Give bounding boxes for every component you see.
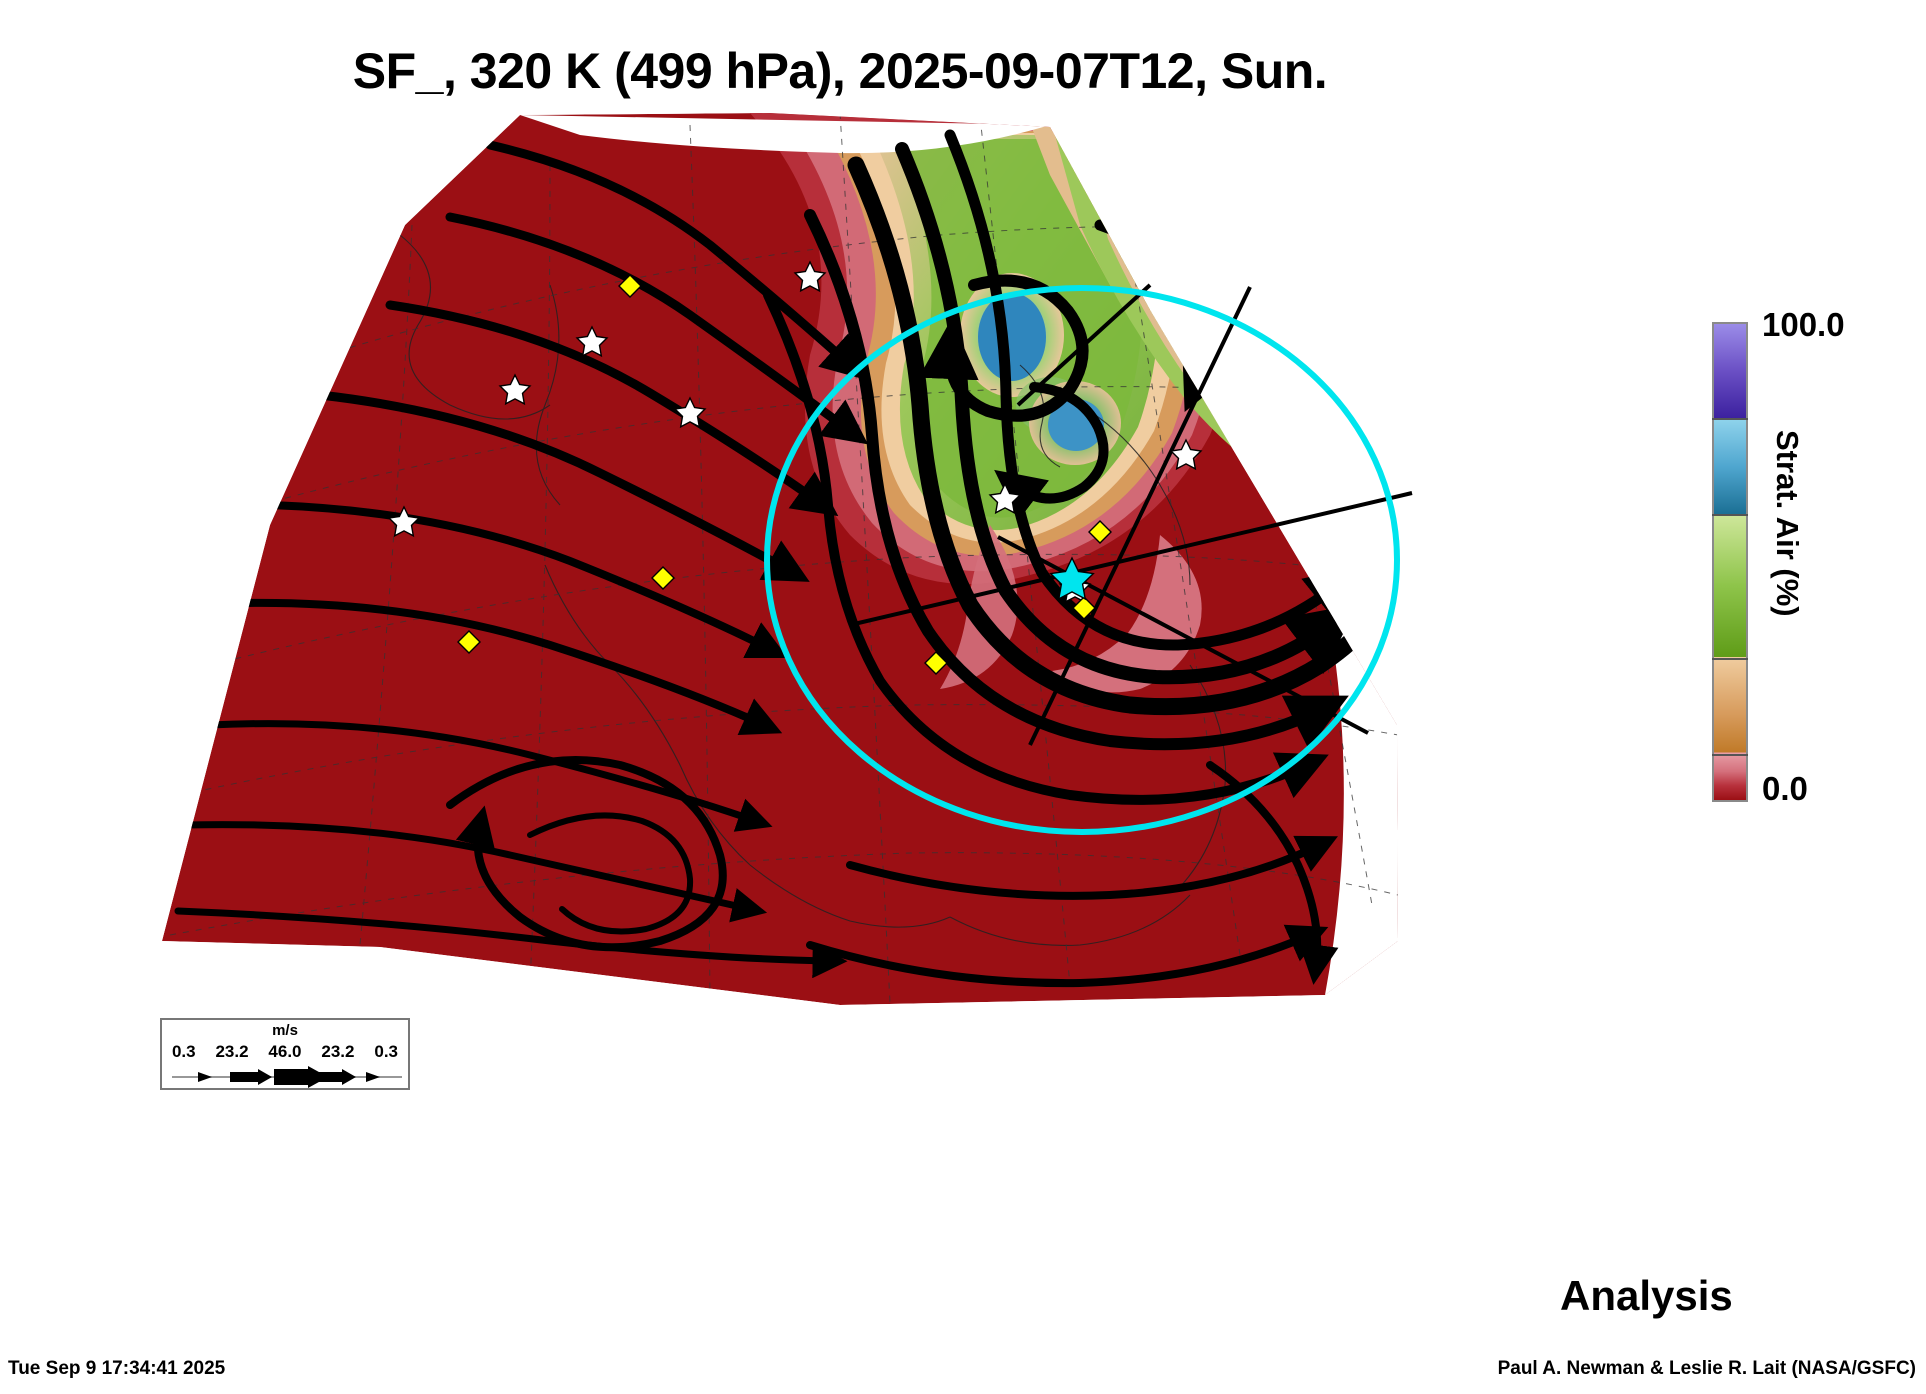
yellow-diamond-marker[interactable] bbox=[651, 566, 675, 590]
wind-scale-value: 0.3 bbox=[171, 1042, 196, 1061]
colorbar-max-label: 100.0 bbox=[1762, 306, 1845, 343]
white-star-marker[interactable] bbox=[793, 260, 827, 293]
render-timestamp: Tue Sep 9 17:34:41 2025 bbox=[8, 1358, 226, 1379]
colorbar-tick bbox=[1712, 754, 1748, 756]
white-star-marker[interactable] bbox=[387, 505, 421, 538]
flight-track-layer bbox=[849, 283, 1413, 746]
analysis-label: Analysis bbox=[1560, 1272, 1733, 1319]
colorbar: 100.0 0.0 Strat. Air (%) bbox=[1700, 300, 1926, 820]
wind-scale-value: 46.0 bbox=[268, 1042, 302, 1061]
coastline-greenland-sw bbox=[1279, 224, 1331, 476]
field-base-red bbox=[162, 113, 1398, 1005]
coastline-hudson bbox=[1179, 224, 1241, 306]
wind-scale-value: 23.2 bbox=[215, 1042, 249, 1061]
parallel-4 bbox=[324, 225, 1311, 356]
coastline-gulf-east bbox=[949, 894, 1191, 946]
streamline bbox=[445, 212, 869, 445]
parallel-2 bbox=[209, 553, 1381, 666]
coastline-great-lakes bbox=[1079, 404, 1191, 586]
yellow-diamond-marker[interactable] bbox=[1088, 520, 1112, 544]
white-star-marker[interactable] bbox=[673, 396, 707, 429]
streamline bbox=[242, 598, 783, 735]
field-fill-layer bbox=[162, 113, 1398, 1005]
streamline-cutoff-low-2 bbox=[994, 382, 1109, 521]
colorbar-tick bbox=[1712, 514, 1748, 516]
meridian-2 bbox=[529, 164, 551, 986]
streamline-jet-outer2 bbox=[763, 290, 1329, 805]
flight-track bbox=[1028, 286, 1252, 746]
streamline-layer bbox=[174, 129, 1398, 988]
wind-scale-values: 0.3 23.2 46.0 23.2 0.3 bbox=[162, 1042, 408, 1062]
waypoint-marker-layer[interactable] bbox=[457, 274, 1112, 675]
flight-track bbox=[997, 535, 1369, 735]
yellow-diamond-marker[interactable] bbox=[1072, 596, 1096, 620]
wind-scale-value: 0.3 bbox=[374, 1042, 398, 1061]
wind-arrow-mid-left bbox=[230, 1069, 272, 1085]
streamline-gulf-2 bbox=[846, 835, 1338, 900]
streamline bbox=[182, 821, 768, 923]
white-star-marker[interactable] bbox=[575, 325, 609, 358]
map-canvas[interactable] bbox=[150, 105, 1550, 1265]
yellow-diamond-marker[interactable] bbox=[924, 651, 948, 675]
nodata-wedge-top bbox=[520, 115, 1050, 154]
field-band-se-pink bbox=[1052, 535, 1202, 693]
wind-arrow-mid-right bbox=[314, 1069, 356, 1085]
white-star-marker[interactable] bbox=[498, 373, 532, 406]
streamline-jet-inner2 bbox=[944, 129, 1362, 651]
parallel-5 bbox=[169, 852, 1398, 936]
streamline bbox=[174, 907, 848, 979]
range-circle bbox=[764, 285, 1400, 835]
wind-arrow-small-right bbox=[366, 1072, 380, 1082]
coastline-pacific bbox=[544, 564, 751, 866]
wind-scale-legend: m/s 0.3 23.2 46.0 23.2 0.3 bbox=[160, 1018, 410, 1090]
map-panel[interactable] bbox=[150, 105, 1550, 1265]
lake-superior bbox=[1019, 364, 1061, 468]
wind-scale-arrows bbox=[172, 1066, 402, 1088]
streamline-atlantic bbox=[1206, 761, 1339, 985]
colorbar-tick bbox=[1712, 658, 1748, 660]
flight-track bbox=[1016, 283, 1152, 407]
page-title: SF_, 320 K (499 hPa), 2025-09-07T12, Sun… bbox=[352, 43, 1328, 99]
streamline-jet-outer bbox=[804, 209, 1349, 751]
wind-arrow-small-left bbox=[198, 1072, 212, 1082]
colorbar-tick bbox=[1712, 418, 1748, 420]
white-star-marker[interactable] bbox=[988, 482, 1022, 515]
white-star-marker[interactable] bbox=[1169, 438, 1203, 471]
meridian-5 bbox=[979, 116, 1071, 986]
coastline-west-canada bbox=[535, 284, 561, 506]
streamline bbox=[315, 390, 810, 582]
wind-scale-unit-label: m/s bbox=[272, 1022, 298, 1039]
yellow-diamond-marker[interactable] bbox=[618, 274, 642, 298]
streamline-jet-inner bbox=[895, 142, 1358, 685]
streamline bbox=[266, 501, 788, 658]
wind-scale-value: 23.2 bbox=[321, 1042, 355, 1061]
streamline bbox=[385, 300, 839, 517]
streamline-anticyclone-inner bbox=[527, 812, 694, 935]
colorbar-gradient bbox=[1712, 322, 1748, 802]
meridian-4 bbox=[839, 113, 891, 1004]
yellow-diamond-marker[interactable] bbox=[457, 630, 481, 654]
author-credit: Paul A. Newman & Leslie R. Lait (NASA/GS… bbox=[1497, 1358, 1916, 1379]
colorbar-min-label: 0.0 bbox=[1762, 770, 1808, 807]
wind-arrow-large-center bbox=[274, 1066, 328, 1088]
coastline-arctic bbox=[399, 234, 551, 420]
cyan-star-aircraft-marker[interactable] bbox=[1049, 556, 1095, 601]
field-core-blue-north-inner bbox=[978, 293, 1046, 381]
coastline-gulf-west bbox=[749, 864, 951, 928]
colorbar-axis-label: Strat. Air (%) bbox=[1770, 430, 1805, 617]
meridian-3 bbox=[689, 124, 711, 1004]
streamline bbox=[485, 140, 867, 381]
streamline-gulf bbox=[806, 924, 1329, 988]
streamline-anticyclone bbox=[446, 756, 727, 952]
flight-track bbox=[849, 491, 1413, 627]
